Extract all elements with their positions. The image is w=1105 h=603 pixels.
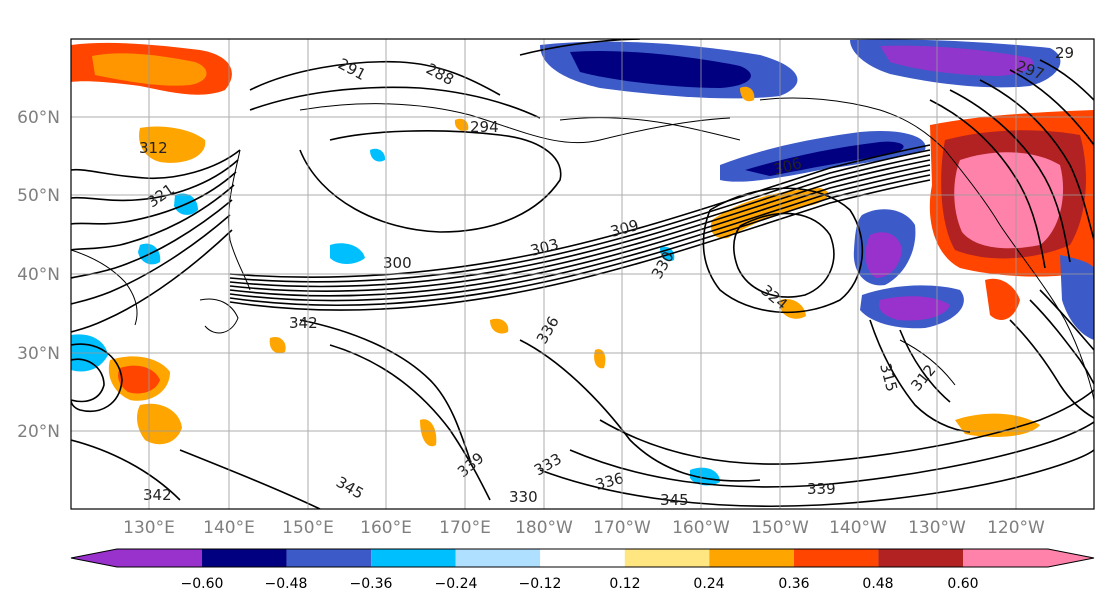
colorbar-cell xyxy=(793,549,879,567)
lon-label: 160°W xyxy=(672,518,730,538)
lon-label: 180°W xyxy=(515,518,573,538)
lat-label-60n: 60°N xyxy=(17,108,60,128)
lon-label: 140°E xyxy=(203,518,255,538)
graticule xyxy=(71,39,1094,509)
lon-label: 140°W xyxy=(829,518,887,538)
colorbar-tick-label: −0.48 xyxy=(265,576,308,592)
lon-label: 170°E xyxy=(439,518,491,538)
lon-label: 150°W xyxy=(751,518,809,538)
contour-label: 339 xyxy=(807,480,836,498)
colorbar-cells xyxy=(70,548,1095,568)
map-panel: 291 288 294 312 321 300 303 306 309 342 … xyxy=(70,38,1095,510)
colorbar-tick-label: 0.60 xyxy=(947,576,978,592)
colorbar-cell xyxy=(286,549,372,567)
lon-label: 170°W xyxy=(593,518,651,538)
lon-label: 130°E xyxy=(123,518,175,538)
lat-label-50n: 50°N xyxy=(17,186,60,206)
colorbar-tick-label: 0.12 xyxy=(609,576,640,592)
latitude-labels: 60°N 50°N 40°N 30°N 20°N xyxy=(17,108,60,442)
contour-label: 342 xyxy=(289,314,318,332)
longitude-labels: 130°E 140°E 150°E 160°E 170°E 180°W 170°… xyxy=(123,518,1045,538)
colorbar-cell xyxy=(71,549,202,567)
contour-label: 345 xyxy=(660,491,689,509)
colorbar-tick-label: −0.60 xyxy=(181,576,224,592)
colorbar-tick-label: −0.12 xyxy=(519,576,562,592)
colorbar-tick-labels: −0.60 −0.48 −0.36 −0.24 −0.12 0.12 0.24 … xyxy=(181,576,979,592)
contour-label: 312 xyxy=(139,139,168,157)
lon-label: 160°E xyxy=(360,518,412,538)
colorbar-cell xyxy=(624,549,710,567)
colorbar-outline xyxy=(70,548,1095,568)
lon-label: 150°E xyxy=(282,518,334,538)
lon-label: 130°W xyxy=(908,518,966,538)
lon-label: 120°W xyxy=(987,518,1045,538)
colorbar-cell xyxy=(202,549,287,567)
colorbar-tick-label: 0.24 xyxy=(693,576,724,592)
colorbar-cell xyxy=(540,549,625,567)
lat-label-40n: 40°N xyxy=(17,265,60,285)
contour-label: 342 xyxy=(143,486,172,504)
shaded-anomaly-fields xyxy=(71,39,1094,486)
colorbar-cell xyxy=(963,549,1094,567)
colorbar-tick-label: 0.36 xyxy=(778,576,809,592)
colorbar-tick-label: 0.48 xyxy=(862,576,893,592)
colorbar-cell xyxy=(709,549,794,567)
colorbar: −0.60 −0.48 −0.36 −0.24 −0.12 0.12 0.24 … xyxy=(70,548,1095,592)
colorbar-tick-label: −0.24 xyxy=(435,576,478,592)
lat-label-30n: 30°N xyxy=(17,344,60,364)
contour-label: 29 xyxy=(1055,44,1074,62)
contour-label: 294 xyxy=(470,118,499,136)
contour-label: 300 xyxy=(383,254,412,272)
lat-label-20n: 20°N xyxy=(17,422,60,442)
colorbar-cell xyxy=(878,549,963,567)
colorbar-cell xyxy=(371,549,456,567)
contour-label: 330 xyxy=(509,488,538,506)
colorbar-cell xyxy=(455,549,541,567)
colorbar-tick-label: −0.36 xyxy=(350,576,393,592)
